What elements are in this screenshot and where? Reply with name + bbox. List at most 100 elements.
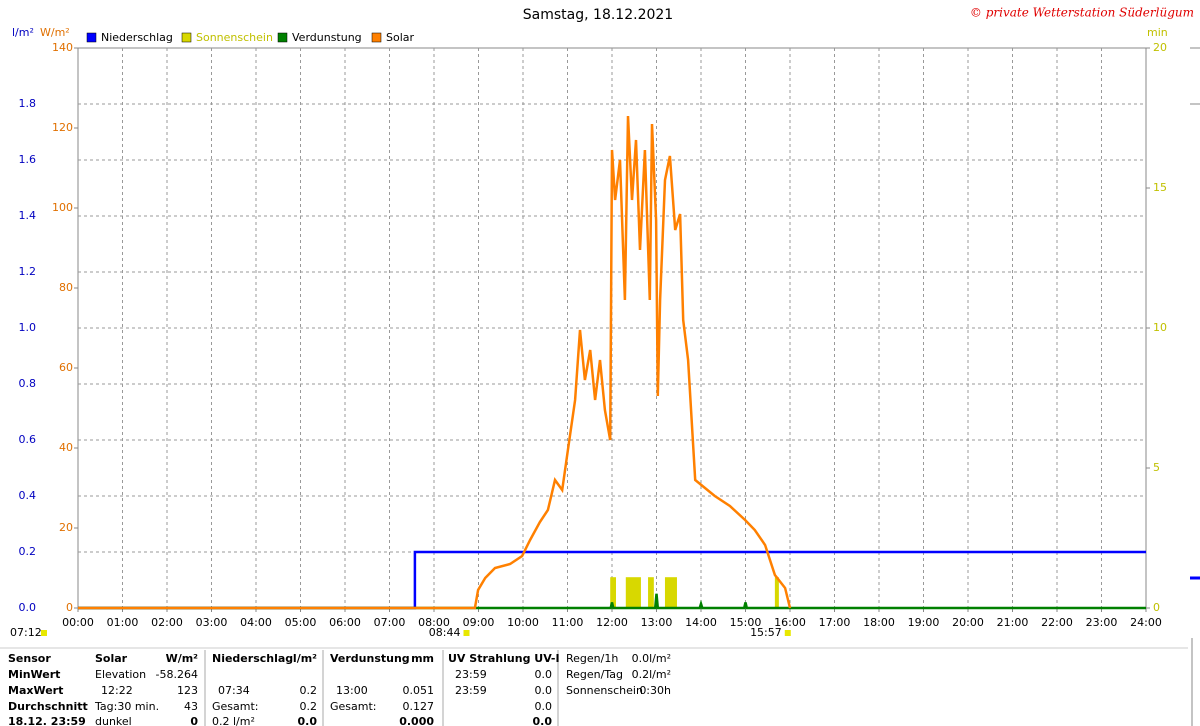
x-tick-label: 19:00 [908,616,940,629]
y-tick-label: 1.2 [19,265,37,278]
table-cell: 43 [184,700,198,713]
y2-tick-label: 60 [59,361,73,374]
table-cell: Solar [95,652,128,665]
table-cell: 13:00 [336,684,368,697]
table-cell: 18.12. 23:59 [8,715,86,726]
table-cell: Sensor [8,652,51,665]
table-cell: 12:22 [101,684,133,697]
sun-label: 08:44 [429,626,461,639]
table-cell: 0.2 [300,700,318,713]
x-tick-label: 07:00 [374,616,406,629]
x-tick-label: 11:00 [552,616,584,629]
x-tick-label: 06:00 [329,616,361,629]
legend-swatch [181,32,192,43]
sun-marker [463,630,470,636]
x-tick-label: 22:00 [1041,616,1073,629]
table-cell: 0 [190,715,198,726]
table-cell: Sonnenschein [566,684,643,697]
table-cell: 23:59 [455,668,487,681]
table-cell: 0.0 [535,700,553,713]
x-tick-label: 24:00 [1130,616,1162,629]
x-tick-label: 13:00 [641,616,673,629]
table-cell: 0.000 [399,715,434,726]
table-cell: mm [411,652,434,665]
table-cell: MaxWert [8,684,63,697]
x-tick-label: 20:00 [952,616,984,629]
y3-axis-label: min [1147,26,1168,39]
table-cell: l/m² [293,652,317,665]
x-tick-label: 14:00 [685,616,717,629]
sun-label: 07:12 [10,626,42,639]
table-cell: 0.127 [403,700,435,713]
legend-swatch [86,32,97,43]
table-cell: 23:59 [455,684,487,697]
table-cell: 0.0 [535,684,553,697]
x-tick-label: 00:00 [62,616,94,629]
table-cell: Tag:30 min. [94,700,159,713]
y-tick-label: 0.8 [19,377,37,390]
table-cell: Elevation [95,668,146,681]
legend-label: Sonnenschein [196,31,273,44]
table-cell: MinWert [8,668,60,681]
y3-tick-label: 0 [1153,601,1160,614]
sun-label: 15:57 [750,626,782,639]
bar [625,577,641,608]
y-tick-label: 1.0 [19,321,37,334]
bar [664,577,677,608]
y-tick-label: 1.8 [19,97,37,110]
sun-marker [784,630,791,636]
x-tick-label: 04:00 [240,616,272,629]
y-tick-label: 0.0 [19,601,37,614]
table-cell: 0.0 [533,715,553,726]
x-tick-label: 01:00 [107,616,139,629]
y-tick-label: 0.2 [19,545,37,558]
table-cell: 0.0 [535,668,553,681]
table-cell: 0:30h [639,684,671,697]
table-cell: Regen/1h [566,652,618,665]
copyright: © private Wetterstation Süderlügum [970,6,1194,20]
y-tick-label: 1.6 [19,153,37,166]
table-cell: 0.2l/m² [632,668,671,681]
table-cell: 0.0 [298,715,318,726]
table-cell: 0.2 l/m² [212,715,255,726]
x-tick-label: 02:00 [151,616,183,629]
y-axis-label: l/m² [12,26,34,39]
legend-label: Solar [386,31,415,44]
legend-label: Niederschlag [101,31,173,44]
y3-tick-label: 10 [1153,321,1167,334]
table-cell: 0.0l/m² [632,652,671,665]
bar [648,577,654,608]
table-cell: Gesamt: [212,700,259,713]
x-tick-label: 15:00 [730,616,762,629]
table-cell: 123 [177,684,198,697]
table-cell: W/m² [166,652,199,665]
y2-tick-label: 100 [52,201,73,214]
table-cell: Niederschlag [212,652,293,665]
y2-tick-label: 0 [66,601,73,614]
table-cell: 0.051 [403,684,435,697]
bar [610,577,617,608]
y2-axis-label: W/m² [40,26,70,39]
table-cell: Durchschnitt [8,700,88,713]
legend-swatch [371,32,382,43]
sun-marker [41,630,47,636]
x-tick-label: 17:00 [819,616,851,629]
y2-tick-label: 140 [52,41,73,54]
table-cell: 0.2 [300,684,318,697]
x-tick-label: 10:00 [507,616,539,629]
table-cell: Regen/Tag [566,668,623,681]
x-tick-label: 12:00 [596,616,628,629]
y2-tick-label: 80 [59,281,73,294]
table-cell: dunkel [95,715,132,726]
y2-tick-label: 40 [59,441,73,454]
table-cell: Verdunstung [330,652,410,665]
x-tick-label: 05:00 [285,616,317,629]
y2-tick-label: 120 [52,121,73,134]
legend-label: Verdunstung [292,31,362,44]
series-line [78,593,1146,610]
x-tick-label: 03:00 [196,616,228,629]
y-tick-label: 0.4 [19,489,37,502]
x-tick-label: 08:00 [418,616,450,629]
table-cell: -58.264 [156,668,198,681]
